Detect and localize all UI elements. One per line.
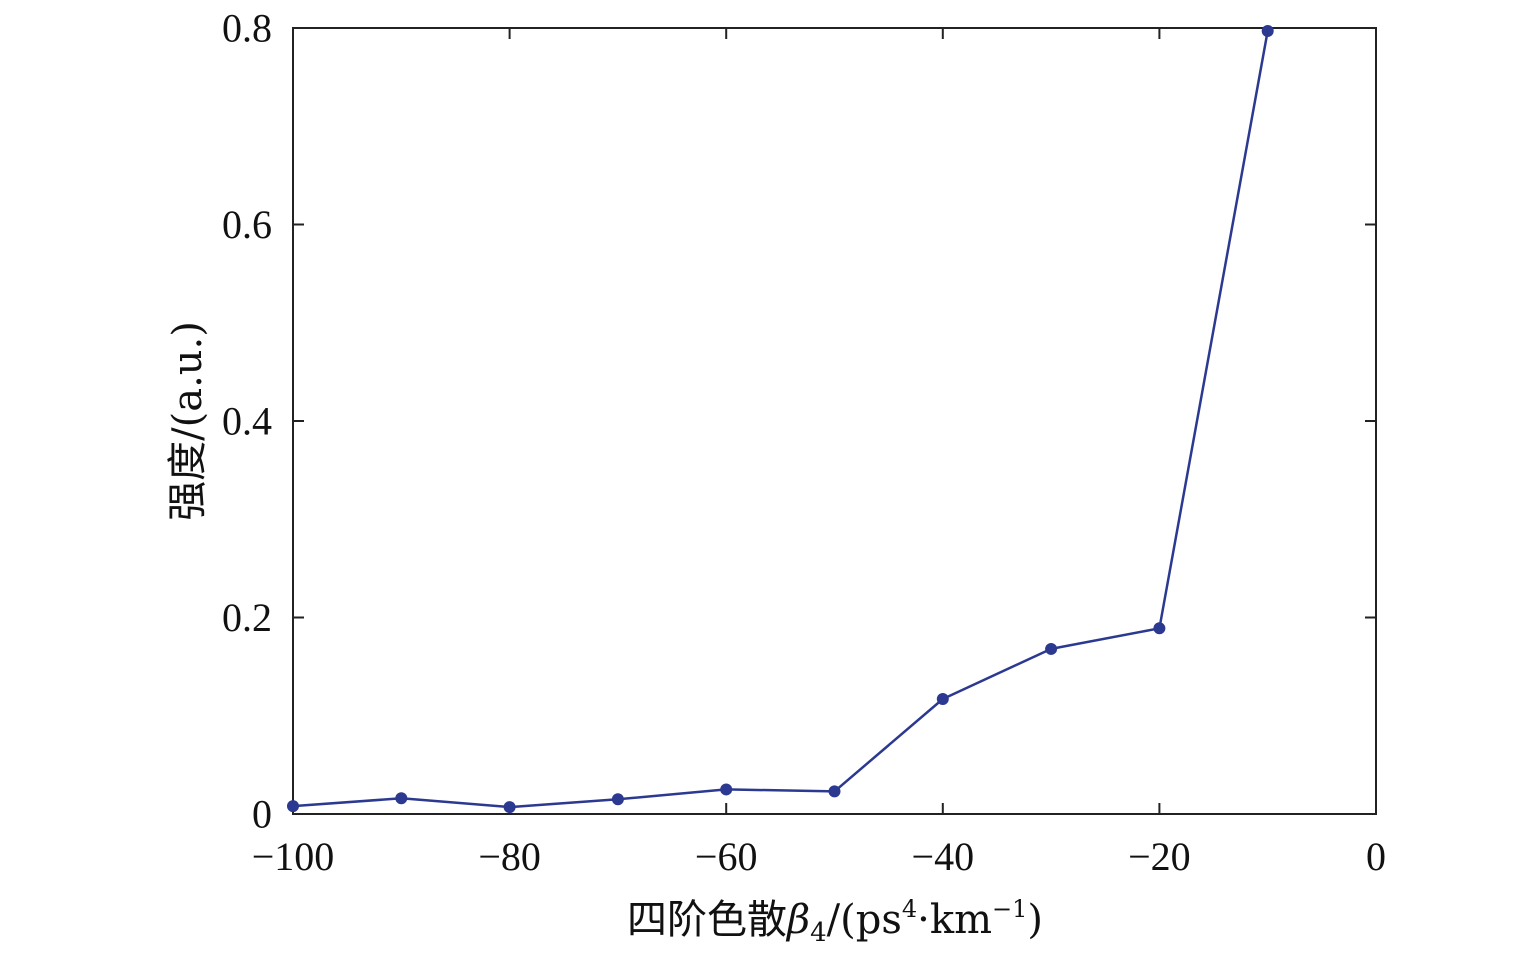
x-axis-title-unit-sup2: −1	[992, 895, 1027, 923]
x-tick-label: −80	[478, 834, 541, 879]
data-point	[287, 800, 299, 813]
y-tick-label: 0.6	[222, 202, 272, 247]
x-tick-label: −100	[252, 834, 335, 879]
data-point	[611, 793, 624, 806]
data-point	[720, 783, 733, 796]
data-point	[1261, 24, 1274, 37]
tick-labels: −100 −80 −60 −40 −20 0 0 0.2 0.4 0.6 0.8	[222, 6, 1386, 880]
x-axis-title-prefix: 四阶色散	[627, 897, 787, 943]
x-axis-title-unit-mid: ·km	[917, 897, 992, 943]
data-point	[1153, 622, 1166, 635]
x-tick-label: −60	[695, 834, 758, 879]
data-point	[828, 785, 841, 798]
data-point	[395, 792, 408, 805]
data-point	[503, 801, 516, 814]
y-axis-title: 强度/(a.u.)	[165, 321, 211, 521]
series-line	[292, 30, 1269, 809]
plot-frame	[292, 27, 1377, 815]
y-tick-label: 0.2	[222, 595, 272, 640]
x-axis-title-symbol: β	[785, 897, 810, 943]
x-tick-label: −40	[912, 834, 975, 879]
series-layer	[287, 24, 1274, 814]
data-point	[936, 693, 949, 706]
x-tick-label: 0	[1366, 834, 1386, 879]
y-tick-label: 0.4	[222, 399, 272, 444]
x-tick-label: −20	[1128, 834, 1191, 879]
x-axis-title-unit-open: /(ps	[827, 897, 902, 943]
x-axis-title: 四阶色散β4/(ps4·km−1)	[627, 895, 1043, 948]
y-tick-label: 0	[252, 792, 272, 837]
x-axis-title-unit-sup1: 4	[902, 895, 917, 923]
x-axis-title-unit-close: )	[1027, 897, 1043, 943]
x-axis-title-symbol-sub: 4	[810, 918, 827, 948]
data-point	[1045, 642, 1058, 655]
ticks	[292, 27, 1377, 815]
y-tick-label: 0.8	[222, 6, 272, 51]
